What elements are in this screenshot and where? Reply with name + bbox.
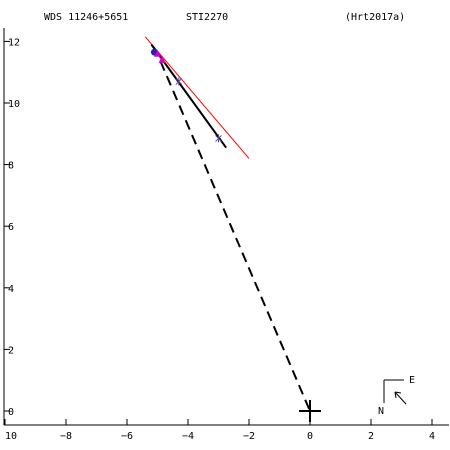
primary-star-marker [299, 400, 321, 422]
plot-lines [144, 36, 311, 412]
red-fit-line [144, 36, 250, 159]
compass-e-label: E [409, 375, 415, 386]
motion-arrow-shaft [394, 391, 407, 405]
magenta-triangle-0 [154, 49, 161, 57]
wds-id: WDS 11246+5651 [44, 12, 128, 23]
asterisk-0 [175, 77, 183, 86]
compass: N E [378, 375, 415, 417]
x-tick-label--8: −8 [60, 431, 72, 442]
y-tick-label-8: 8 [8, 161, 14, 172]
y-tick-label-10: 10 [8, 99, 20, 110]
y-tick-label-4: 4 [8, 284, 14, 295]
motion-arrow-head-a [394, 391, 397, 399]
y-tick-label-0: 0 [8, 407, 14, 418]
x-tick-label-2: 2 [368, 431, 374, 442]
y-tick-label-6: 6 [8, 222, 14, 233]
x-tick-label--2: −2 [243, 431, 255, 442]
motion-arrow-head-b [394, 391, 402, 394]
dashed-line-to-primary [159, 61, 311, 412]
x-axis-ticks: 10 −8 −6 −4 −2 0 2 4 [4, 419, 435, 442]
compass-n-label: N [378, 406, 384, 417]
y-tick-label-12: 12 [8, 37, 20, 48]
x-tick-label--4: −4 [182, 431, 194, 442]
reference: (Hrt2017a) [345, 12, 405, 23]
x-tick-label--10: 10 [5, 431, 17, 442]
asterisk-1 [215, 134, 222, 143]
discoverer-code: STI2270 [186, 12, 228, 23]
y-axis-ticks: 0 2 4 6 8 10 12 [4, 37, 20, 418]
observation-marks [150, 48, 222, 143]
x-tick-label-4: 4 [429, 431, 435, 442]
x-tick-label-0: 0 [307, 431, 313, 442]
y-tick-label-2: 2 [8, 345, 14, 356]
magenta-triangle-1 [158, 55, 166, 63]
x-tick-label--6: −6 [121, 431, 133, 442]
